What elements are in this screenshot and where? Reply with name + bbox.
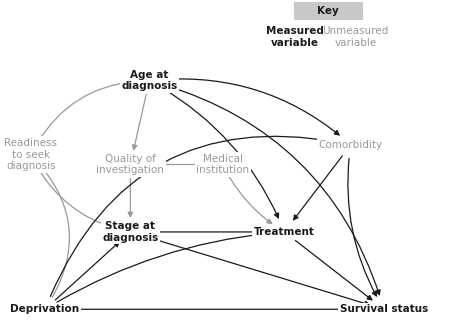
Text: Medical
institution: Medical institution	[196, 154, 249, 175]
Text: Measured
variable: Measured variable	[266, 26, 324, 48]
Text: Comorbidity: Comorbidity	[319, 140, 383, 150]
Text: Readiness
to seek
diagnosis: Readiness to seek diagnosis	[4, 138, 57, 171]
Text: Age at
diagnosis: Age at diagnosis	[121, 70, 177, 91]
Text: Unmeasured
variable: Unmeasured variable	[322, 26, 389, 48]
Text: Key: Key	[318, 6, 339, 16]
Text: Survival status: Survival status	[340, 304, 428, 314]
Bar	[294, 2, 363, 20]
Text: Stage at
diagnosis: Stage at diagnosis	[102, 221, 158, 243]
Text: Treatment: Treatment	[254, 227, 315, 237]
Text: Quality of
investigation: Quality of investigation	[96, 154, 164, 175]
Text: Deprivation: Deprivation	[10, 304, 80, 314]
